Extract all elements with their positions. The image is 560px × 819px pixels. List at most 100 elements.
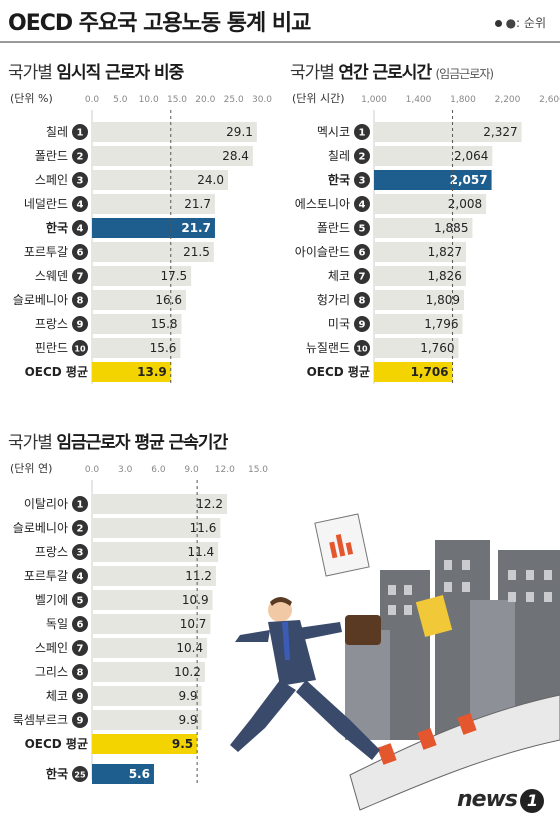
bar: [92, 194, 215, 214]
rank-badge: [72, 196, 88, 212]
rank-badge: [354, 316, 370, 332]
country-label: 한국: [328, 172, 350, 187]
rank-number: 1: [77, 128, 84, 139]
x-tick-label: 0.0: [85, 465, 100, 475]
rank-number: 3: [77, 548, 84, 559]
work-hours-chart-title: 국가별 연간 근로시간 (임금근로자): [290, 63, 494, 83]
data-label: 17.5: [160, 269, 187, 283]
bar: [92, 638, 208, 658]
header-divider: [0, 41, 560, 43]
rank-number: 2: [77, 524, 84, 535]
bar: [92, 566, 216, 586]
country-label: 프랑스: [35, 545, 68, 559]
bar: [374, 338, 459, 358]
tenure-chart-title: 국가별 임금근로자 평균 근속기간: [8, 433, 228, 453]
rank-number: 1: [77, 500, 84, 511]
country-label: 한국: [46, 766, 68, 781]
rank-badge: [354, 292, 370, 308]
bar: [374, 314, 463, 334]
bar: [92, 146, 253, 166]
rank-badge: [72, 664, 88, 680]
bar: [92, 290, 187, 310]
x-tick-label: 9.0: [184, 465, 199, 475]
data-label: 10.2: [174, 665, 201, 679]
rank-badge: [72, 316, 88, 332]
x-tick-label: 25.0: [224, 95, 244, 105]
rank-badge: [72, 124, 88, 140]
bar: [374, 122, 522, 142]
news1-logo: news 1: [457, 787, 544, 813]
bar: [92, 362, 171, 382]
bar: [92, 170, 228, 190]
country-label: 체코: [328, 269, 350, 283]
country-label: 체코: [46, 689, 68, 703]
data-label: 1,706: [411, 365, 449, 379]
rank-badge: [72, 496, 88, 512]
rank-number: 9: [359, 320, 366, 331]
x-tick-label: 5.0: [113, 95, 128, 105]
country-label: 룩셈부르크: [13, 713, 68, 727]
bar: [92, 266, 192, 286]
rank-number: 4: [359, 200, 366, 211]
rank-number: 10: [356, 345, 368, 354]
data-label: 5.6: [129, 767, 150, 781]
x-tick-label: 30.0: [252, 95, 272, 105]
rank-number: 8: [77, 668, 84, 679]
data-label: 16.6: [155, 293, 182, 307]
rank-number: 1: [359, 128, 366, 139]
data-label: 9.9: [178, 713, 197, 727]
data-label: 11.6: [190, 521, 217, 535]
bar: [374, 194, 487, 214]
data-label: 21.7: [181, 221, 211, 235]
tenure-chart-panel: 국가별 임금근로자 평균 근속기간 (단위 연) 0.0 3.0 6.0 9.0 12.0…: [8, 428, 278, 808]
rank-badge: [72, 148, 88, 164]
tenure-chart: (단위 연) 0.0 3.0 6.0 9.0 12.0 15.0 12.2 이탈리아 1 11.6 슬…: [10, 462, 268, 786]
rank-legend: ●: 순위: [494, 14, 546, 31]
rank-number: 7: [77, 644, 84, 655]
country-label: 칠레: [328, 149, 350, 163]
bar: [374, 290, 465, 310]
bar: [92, 518, 221, 538]
country-label: 멕시코: [317, 125, 350, 139]
rank-number: 8: [359, 296, 366, 307]
data-label: 2,057: [450, 173, 488, 187]
data-label: 10.7: [180, 617, 207, 631]
bar: [92, 764, 154, 784]
data-label: 29.1: [226, 125, 253, 139]
rank-badge: [72, 292, 88, 308]
unit-label: (단위 연): [10, 462, 52, 475]
data-label: 12.2: [196, 497, 223, 511]
bar: [92, 710, 202, 730]
rank-badge: [72, 172, 88, 188]
rank-number: 5: [77, 596, 84, 607]
rank-badge: [72, 592, 88, 608]
rank-badge: [354, 196, 370, 212]
country-label: 스웨덴: [35, 269, 68, 283]
work-hours-chart-panel: 국가별 연간 근로시간 (임금근로자) (단위 시간) 1,000 1,400 1,8…: [290, 58, 560, 398]
news1-logo-mark: 1: [520, 789, 544, 813]
bar: [92, 314, 182, 334]
rank-number: 10: [74, 345, 86, 354]
rank-badge: [72, 220, 88, 236]
data-label: 24.0: [197, 173, 224, 187]
rank-badge: [72, 640, 88, 656]
bar: [92, 686, 202, 706]
country-label: 네덜란드: [24, 197, 68, 211]
bar: [92, 338, 181, 358]
rank-badge: [354, 220, 370, 236]
country-label: 독일: [46, 617, 68, 631]
bar: [374, 242, 467, 262]
data-label: 1,809: [426, 293, 460, 307]
data-label: 13.9: [137, 365, 167, 379]
x-tick-label: 15.0: [248, 465, 268, 475]
rank-number: 25: [74, 771, 86, 780]
rank-badge: [72, 712, 88, 728]
rank-badge: [72, 340, 88, 356]
x-tick-label: 2,600: [539, 95, 560, 105]
temp-worker-chart: (단위 %) 0.0 5.0 10.0 15.0 20.0 25.0 30.0 29.1 칠레 1 2…: [10, 92, 272, 384]
rank-badge: [354, 340, 370, 356]
rank-badge: [72, 520, 88, 536]
rank-number: 4: [77, 572, 84, 583]
data-label: 10.4: [176, 641, 203, 655]
bar: [92, 494, 228, 514]
